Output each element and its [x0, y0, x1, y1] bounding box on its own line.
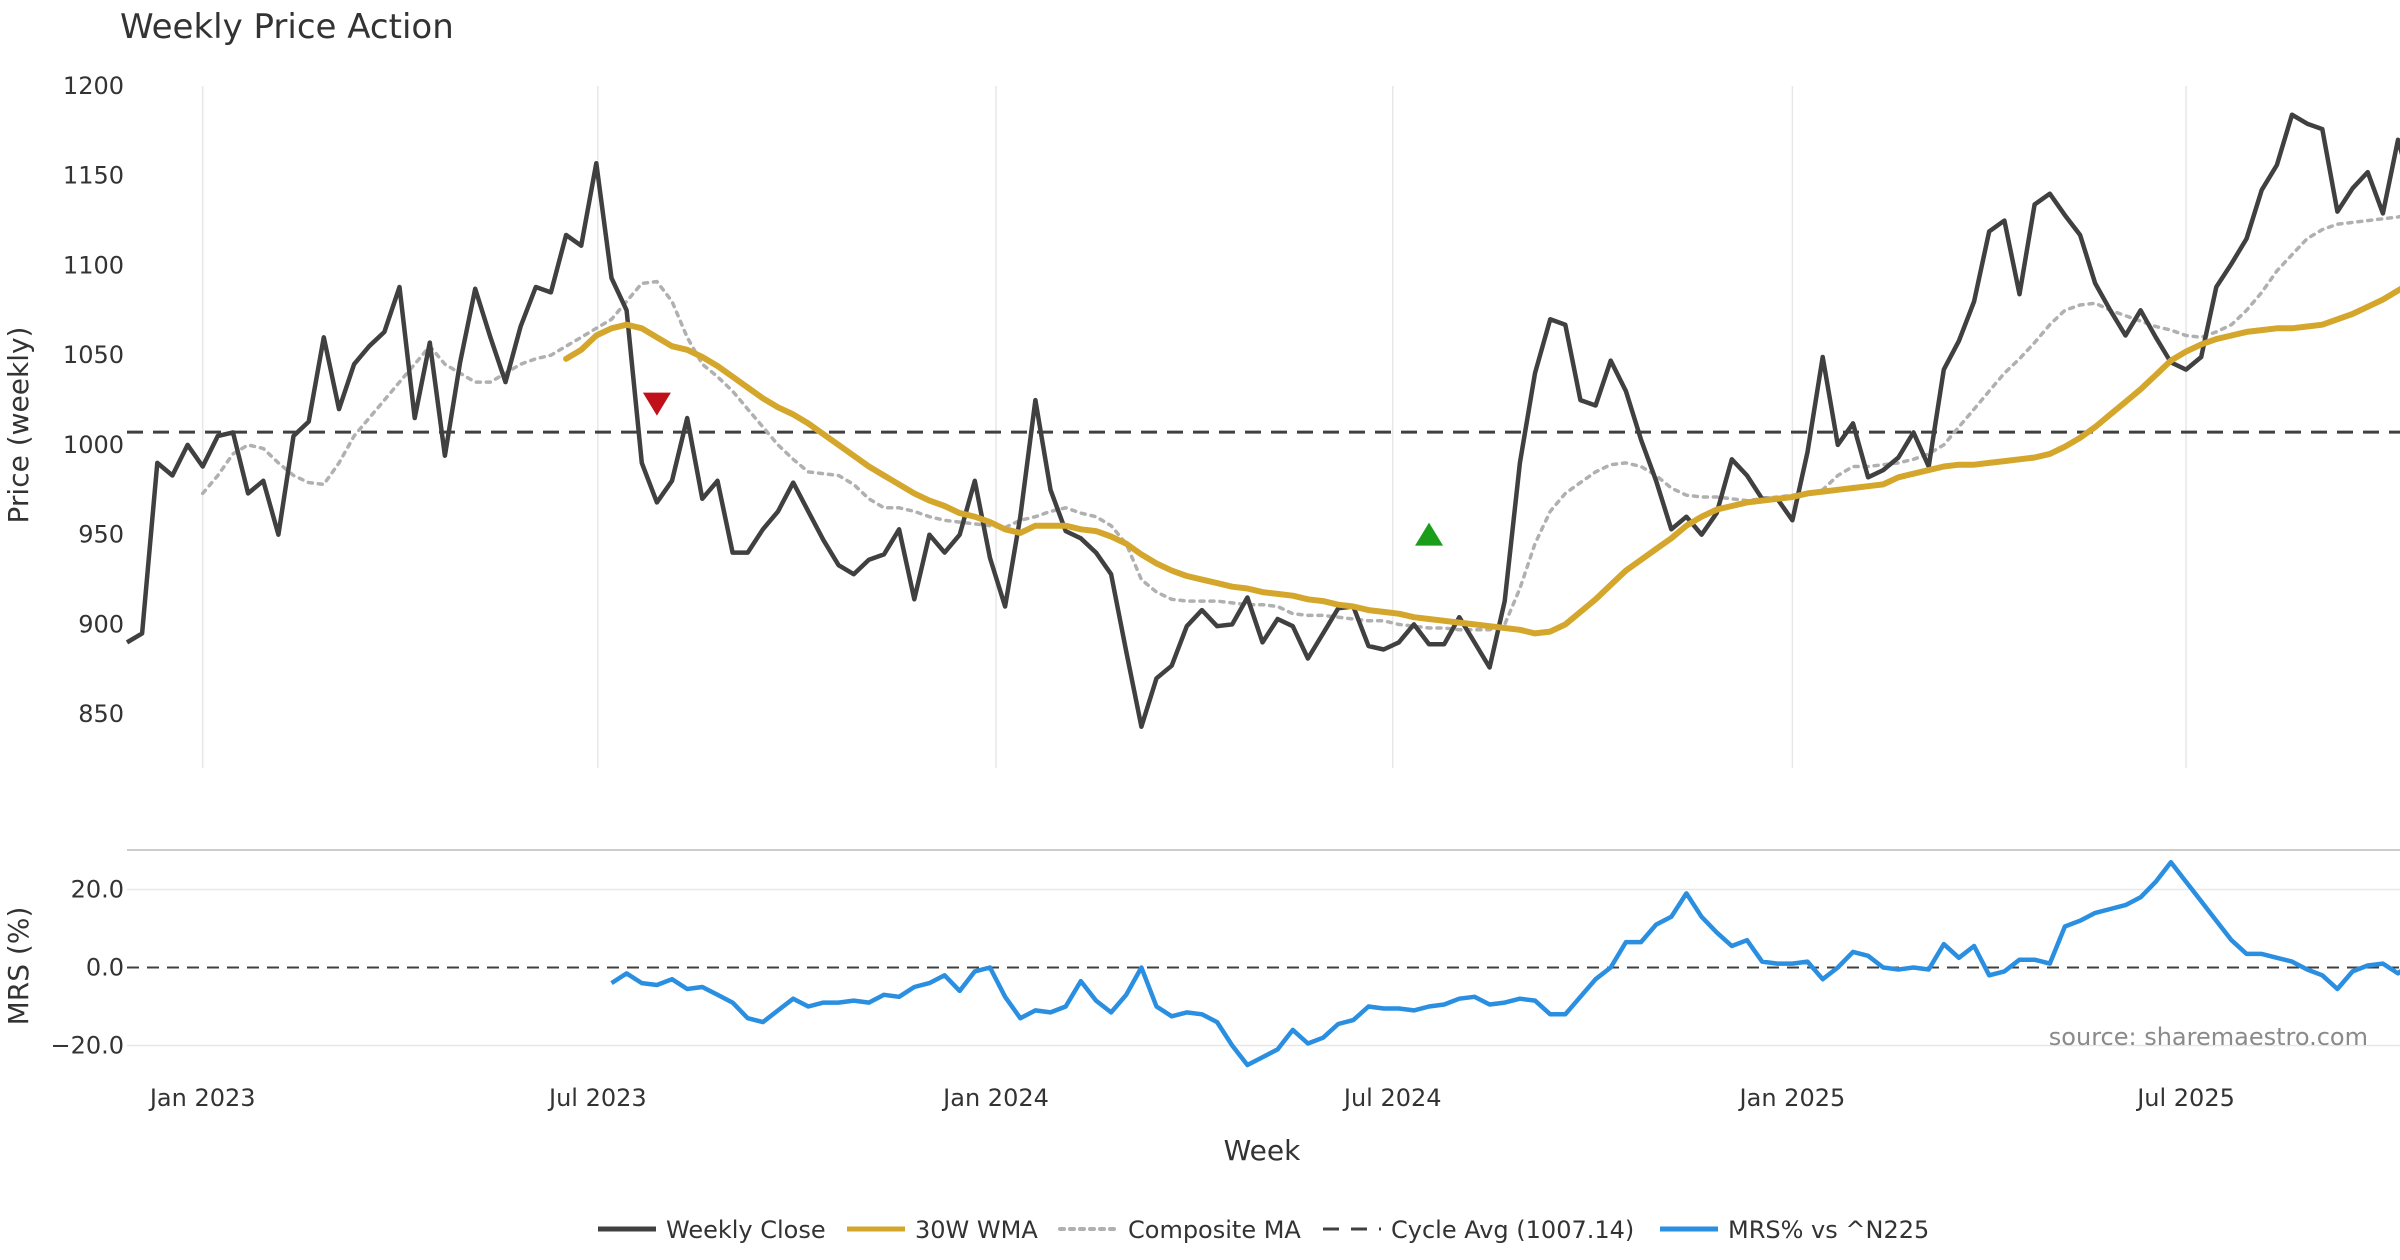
price-y-tick: 1050 — [63, 341, 124, 369]
x-tick-label: Jan 2024 — [941, 1084, 1049, 1112]
legend-item: MRS% vs ^N225 — [1660, 1216, 1929, 1244]
legend-item: Cycle Avg (1007.14) — [1323, 1216, 1634, 1244]
mrs-y-tick: −20.0 — [50, 1032, 124, 1060]
mrs-y-tick: 20.0 — [71, 876, 124, 904]
legend-label: Composite MA — [1128, 1216, 1301, 1244]
x-tick-label: Jan 2023 — [148, 1084, 256, 1112]
legend-label: Weekly Close — [666, 1216, 826, 1244]
price-y-tick: 1200 — [63, 72, 124, 100]
composite-ma-line — [200, 214, 2400, 632]
x-tick-label: Jul 2024 — [1342, 1084, 1442, 1112]
legend-item: Weekly Close — [598, 1216, 826, 1244]
mrs-line — [610, 859, 2400, 1068]
weekly-close-line — [125, 112, 2400, 729]
x-tick-label: Jul 2025 — [2135, 1084, 2235, 1112]
legend: Weekly Close 30W WMA Composite MA Cycle Avg… — [598, 1216, 1929, 1244]
grid-layer — [127, 86, 2400, 1047]
legend-label: MRS% vs ^N225 — [1728, 1216, 1929, 1244]
legend-label: Cycle Avg (1007.14) — [1391, 1216, 1634, 1244]
x-ticks: Jan 2023 Jul 2023 Jan 2024 Jul 2024 Jan 2025… — [148, 1084, 2235, 1112]
series-layer — [125, 112, 2400, 1068]
legend-item: Composite MA — [1058, 1216, 1301, 1244]
price-y-tick: 950 — [78, 521, 124, 549]
chart-title: Weekly Price Action — [120, 7, 454, 47]
price-y-axis-label: Price (weekly) — [2, 327, 35, 524]
price-y-tick: 1000 — [63, 431, 124, 459]
wma-30w-line — [563, 285, 2400, 637]
price-y-tick: 1100 — [63, 251, 124, 279]
legend-label: 30W WMA — [915, 1216, 1038, 1244]
price-y-ticks: 850 900 950 1000 1050 1100 1150 1200 — [63, 72, 124, 728]
sell-signal-marker — [642, 392, 671, 416]
source-label: source: sharemaestro.com — [2049, 1023, 2368, 1051]
signal-markers — [642, 392, 1444, 546]
price-y-tick: 850 — [78, 700, 124, 728]
price-y-tick: 1150 — [63, 162, 124, 190]
x-axis-label: Week — [1224, 1134, 1301, 1167]
mrs-y-axis-label: MRS (%) — [2, 907, 35, 1026]
mrs-y-ticks: −20.0 0.0 20.0 — [50, 876, 124, 1060]
legend-item: 30W WMA — [847, 1216, 1038, 1244]
buy-signal-marker — [1415, 522, 1444, 546]
x-tick-label: Jan 2025 — [1738, 1084, 1846, 1112]
x-tick-label: Jul 2023 — [547, 1084, 647, 1112]
price-y-tick: 900 — [78, 610, 124, 638]
mrs-y-tick: 0.0 — [86, 954, 124, 982]
